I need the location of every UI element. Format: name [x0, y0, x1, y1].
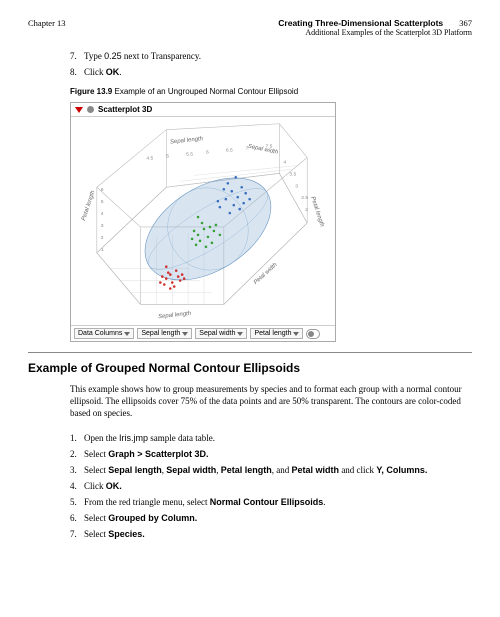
svg-text:2: 2: [305, 207, 308, 213]
figure-label: Figure 13.9: [70, 87, 112, 96]
window-titlebar: Scatterplot 3D: [71, 103, 335, 117]
section-rule: [28, 352, 472, 353]
step-item: 7.Type 0.25 next to Transparency.: [70, 51, 472, 61]
svg-text:5.5: 5.5: [186, 151, 193, 157]
svg-text:7: 7: [246, 146, 249, 152]
svg-text:4: 4: [101, 211, 104, 217]
svg-text:5: 5: [166, 153, 169, 159]
figure-caption: Figure 13.9 Example of an Ungrouped Norm…: [70, 87, 472, 96]
section-heading: Example of Grouped Normal Contour Ellips…: [28, 361, 472, 375]
step-item: 4.Click OK.: [70, 481, 472, 491]
axis-x-label: Sepal length: [141, 330, 180, 337]
step-item: 3.Select Sepal length, Sepal width, Peta…: [70, 465, 472, 475]
axis-y-label: Sepal width: [199, 330, 235, 337]
svg-text:4: 4: [283, 159, 286, 165]
svg-text:3.5: 3.5: [289, 171, 296, 177]
axis-y-combo[interactable]: Sepal width: [195, 328, 247, 339]
header-right: Creating Three-Dimensional Scatterplots …: [278, 18, 472, 37]
scatterplot-3d-svg: Sepal length Sepal width Petal length Pe…: [71, 117, 335, 325]
svg-text:Petal length: Petal length: [81, 189, 97, 221]
svg-text:6: 6: [206, 150, 209, 156]
data-columns-combo[interactable]: Data Columns: [74, 328, 134, 339]
svg-text:1: 1: [101, 247, 104, 253]
axis-x-combo[interactable]: Sepal length: [137, 328, 192, 339]
svg-text:6.5: 6.5: [226, 148, 233, 154]
figure-caption-text: Example of an Ungrouped Normal Contour E…: [114, 87, 298, 96]
doc-title: Creating Three-Dimensional Scatterplots: [278, 18, 443, 28]
svg-text:Sepal length: Sepal length: [158, 311, 192, 320]
axis-z-label: Petal length: [254, 330, 291, 337]
chapter-label: Chapter 13: [28, 18, 66, 37]
disclosure-icon[interactable]: [87, 106, 94, 113]
svg-text:Sepal width: Sepal width: [247, 144, 279, 156]
section-paragraph: This example shows how to group measurem…: [70, 383, 472, 419]
svg-text:Sepal length: Sepal length: [170, 136, 204, 145]
step-item: 5.From the red triangle menu, select Nor…: [70, 497, 472, 507]
doc-subtitle: Additional Examples of the Scatterplot 3…: [278, 28, 472, 37]
svg-text:4.5: 4.5: [146, 155, 153, 161]
steps-main: 1.Open the Iris.jmp sample data table. 2.…: [70, 433, 472, 539]
plot-area[interactable]: Sepal length Sepal width Petal length Pe…: [71, 117, 335, 325]
svg-text:3: 3: [295, 183, 298, 189]
svg-text:2.5: 2.5: [301, 195, 308, 201]
dropdown-icon: [182, 332, 188, 336]
red-triangle-icon[interactable]: [75, 107, 83, 113]
footer-toggle[interactable]: [306, 329, 320, 339]
svg-text:2: 2: [101, 235, 104, 241]
scatterplot-window: Scatterplot 3D: [70, 102, 336, 342]
page-number: 367: [459, 18, 472, 28]
svg-text:Petal length: Petal length: [309, 196, 325, 228]
figure-container: Scatterplot 3D: [70, 102, 472, 342]
dropdown-icon: [237, 332, 243, 336]
step-item: 7.Select Species.: [70, 529, 472, 539]
dropdown-icon: [124, 332, 130, 336]
axis-z-combo[interactable]: Petal length: [250, 328, 303, 339]
svg-text:3: 3: [101, 223, 104, 229]
steps-top: 7.Type 0.25 next to Transparency. 8.Click…: [70, 51, 472, 77]
step-item: 2.Select Graph > Scatterplot 3D.: [70, 449, 472, 459]
step-item: 1.Open the Iris.jmp sample data table.: [70, 433, 472, 443]
data-columns-label: Data Columns: [78, 330, 122, 337]
step-item: 8.Click OK.: [70, 67, 472, 77]
dropdown-icon: [293, 332, 299, 336]
step-item: 6.Select Grouped by Column.: [70, 513, 472, 523]
svg-text:7.5: 7.5: [266, 144, 273, 150]
svg-text:6: 6: [101, 187, 104, 193]
figure-footer: Data Columns Sepal length Sepal width Pe…: [71, 325, 335, 341]
window-title: Scatterplot 3D: [98, 105, 152, 114]
page-header: Chapter 13 Creating Three-Dimensional Sc…: [28, 18, 472, 37]
svg-text:5: 5: [101, 199, 104, 205]
